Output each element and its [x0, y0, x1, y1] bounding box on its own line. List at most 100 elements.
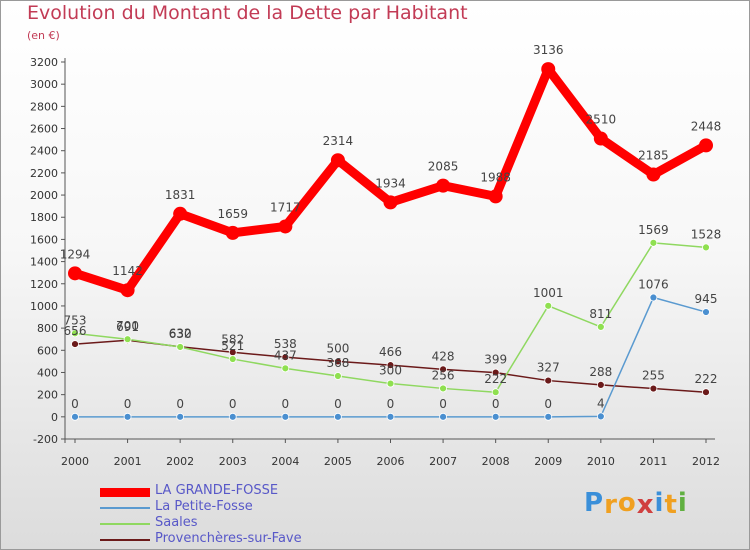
data-label: 538 — [274, 337, 297, 351]
data-label: 0 — [282, 397, 290, 411]
data-point — [544, 301, 553, 310]
data-label: 632 — [169, 327, 192, 341]
x-tick-label: 2011 — [639, 455, 667, 468]
data-label: 700 — [116, 319, 139, 333]
data-label: 0 — [176, 397, 184, 411]
data-point — [596, 322, 605, 331]
data-point — [649, 238, 658, 247]
data-label: 255 — [642, 369, 665, 383]
data-label: 1934 — [375, 176, 406, 190]
data-point — [386, 412, 395, 421]
legend-swatch — [100, 507, 150, 509]
data-point — [68, 266, 82, 281]
y-tick-label: 400 — [37, 366, 58, 379]
proxiti-logo: Proxiti — [584, 488, 688, 520]
data-point — [123, 335, 132, 344]
data-label: 288 — [589, 365, 612, 379]
data-label: 945 — [695, 292, 718, 306]
data-point — [228, 355, 237, 363]
data-label: 222 — [695, 372, 718, 386]
x-tick-label: 2006 — [377, 455, 405, 468]
chart-unit-label: (en €) — [27, 29, 60, 42]
x-tick-label: 2004 — [271, 455, 299, 468]
data-label: 222 — [484, 372, 507, 386]
data-label: 811 — [589, 307, 612, 321]
data-label: 1831 — [165, 188, 196, 202]
data-label: 1142 — [112, 264, 143, 278]
data-point — [334, 357, 342, 366]
data-label: 656 — [64, 324, 87, 338]
data-point — [593, 131, 608, 146]
data-point — [281, 364, 290, 373]
data-label: 691 — [116, 320, 139, 334]
data-point — [596, 412, 605, 421]
data-point — [702, 388, 710, 397]
data-point — [544, 412, 553, 421]
data-point — [649, 293, 658, 302]
data-point — [71, 412, 79, 421]
y-tick-label: 1000 — [30, 300, 58, 313]
data-label: 2448 — [691, 119, 722, 133]
legend-label: Provenchères-sur-Fave — [155, 531, 302, 546]
x-tick-label: 2001 — [114, 455, 142, 468]
data-label: 2185 — [638, 149, 669, 163]
data-point — [699, 138, 713, 153]
data-point — [383, 195, 398, 210]
data-label: 1001 — [533, 286, 564, 300]
data-label: 466 — [379, 345, 402, 359]
data-label: 0 — [334, 397, 342, 411]
x-tick-label: 2007 — [429, 455, 457, 468]
data-point — [71, 329, 79, 338]
y-tick-label: 1800 — [30, 211, 58, 224]
y-tick-label: 1400 — [30, 256, 58, 269]
data-point — [541, 62, 556, 77]
data-label: 521 — [221, 339, 244, 353]
x-tick-label: 2009 — [534, 455, 562, 468]
data-label: 500 — [326, 341, 349, 355]
y-tick-label: -200 — [33, 433, 58, 446]
data-label: 327 — [537, 361, 560, 375]
data-label: 582 — [221, 332, 244, 346]
data-label: 1717 — [270, 200, 301, 214]
data-label: 0 — [439, 397, 447, 411]
data-label: 0 — [124, 397, 132, 411]
data-point — [646, 167, 661, 182]
data-point — [649, 384, 658, 393]
data-label: 0 — [229, 397, 237, 411]
data-label: 428 — [432, 349, 455, 363]
data-label: 0 — [71, 397, 79, 411]
y-tick-label: 3200 — [30, 56, 58, 69]
data-point — [278, 219, 293, 234]
y-tick-label: 600 — [37, 344, 58, 357]
y-tick-label: 800 — [37, 322, 58, 335]
data-label: 300 — [379, 364, 402, 378]
data-point — [176, 343, 185, 351]
data-label: 1569 — [638, 223, 669, 237]
data-point — [491, 368, 500, 377]
data-point — [176, 412, 185, 421]
x-tick-label: 2002 — [166, 455, 194, 468]
y-tick-label: 2000 — [30, 189, 58, 202]
y-tick-label: 2200 — [30, 167, 58, 180]
data-label: 1076 — [638, 278, 669, 292]
data-point — [173, 206, 188, 221]
data-label: 368 — [326, 356, 349, 370]
data-label: 1528 — [691, 227, 722, 241]
x-tick-label: 2010 — [587, 455, 615, 468]
x-tick-label: 2005 — [324, 455, 352, 468]
data-point — [71, 340, 79, 348]
data-label: 2510 — [586, 113, 617, 127]
data-point — [439, 365, 447, 374]
data-point — [596, 380, 605, 389]
data-label: 753 — [64, 313, 87, 327]
data-label: 1294 — [60, 247, 91, 261]
data-point — [544, 376, 553, 385]
data-point — [225, 225, 240, 240]
y-tick-label: 2400 — [30, 145, 58, 158]
legend-label: La Petite-Fosse — [155, 499, 253, 514]
data-point — [123, 412, 132, 421]
data-point — [491, 412, 500, 421]
data-point — [228, 412, 237, 421]
data-point — [439, 412, 447, 421]
